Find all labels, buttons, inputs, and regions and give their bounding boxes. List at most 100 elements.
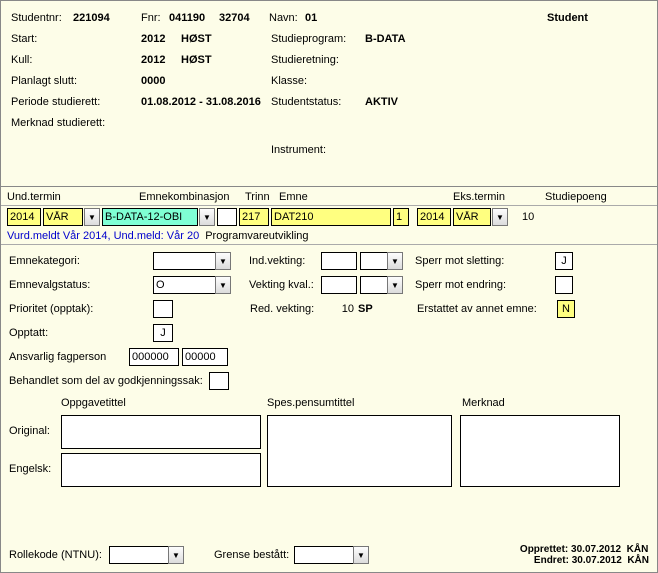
- periode-value: 01.08.2012 - 31.08.2016: [141, 96, 271, 108]
- erstattet-input[interactable]: [557, 300, 575, 318]
- col-emnekombinasjon: Emnekombinasjon: [139, 191, 245, 203]
- trinn-input[interactable]: [217, 208, 237, 226]
- fnr-label: Fnr:: [141, 12, 169, 24]
- fnr1-value: 041190: [169, 12, 219, 24]
- ver-input[interactable]: [393, 208, 409, 226]
- ind-vekting-label: Ind.vekting:: [249, 255, 321, 267]
- navn-label: Navn:: [269, 12, 305, 24]
- ansvarlig1-input[interactable]: [129, 348, 179, 366]
- grense-label: Grense bestått:: [214, 549, 294, 561]
- term2-dropdown-icon[interactable]: ▼: [492, 208, 508, 226]
- red-vekting-unit: SP: [358, 303, 405, 315]
- engelsk-label: Engelsk:: [9, 453, 61, 475]
- grense-dropdown-icon[interactable]: ▼: [353, 546, 369, 564]
- inst-input[interactable]: [239, 208, 269, 226]
- role-value: Student: [547, 12, 647, 24]
- studentstatus-label: Studentstatus:: [271, 96, 365, 108]
- meta-block: Opprettet: 30.07.2012 KÅN Endret: 30.07.…: [520, 544, 649, 566]
- behandlet-label: Behandlet som del av godkjenningssak:: [9, 375, 209, 387]
- emnekategori-label: Emnekategori:: [9, 255, 109, 267]
- studieretning-label: Studieretning:: [271, 54, 339, 66]
- spes-pensum-input[interactable]: [267, 415, 452, 487]
- oppgavetittel-original-input[interactable]: [61, 415, 261, 449]
- instrument-label: Instrument:: [271, 144, 326, 156]
- studieprogram-label: Studieprogram:: [271, 33, 365, 45]
- endret-label: Endret:: [520, 555, 569, 566]
- emne-input[interactable]: [271, 208, 391, 226]
- periode-label: Periode studierett:: [11, 96, 141, 108]
- status-text: Vurd.meldt Vår 2014, Und.meld: Vår 20: [1, 228, 205, 244]
- vekting-kval-unit-input[interactable]: [360, 276, 388, 294]
- detail-form: Emnekategori: ▼ Ind.vekting: ▼ Sperr mot…: [1, 245, 657, 493]
- kull-term: HØST: [181, 54, 271, 66]
- ind-vekting-dropdown-icon[interactable]: ▼: [387, 252, 403, 270]
- year2-input[interactable]: [417, 208, 451, 226]
- ansvarlig2-input[interactable]: [182, 348, 228, 366]
- erstattet-label: Erstattet av annet emne:: [417, 303, 557, 315]
- spes-pensum-label: Spes.pensumtittel: [267, 397, 462, 409]
- col-und-termin: Und.termin: [7, 191, 139, 203]
- navn-value: 01: [305, 12, 345, 24]
- sperr-endring-label: Sperr mot endring:: [415, 279, 555, 291]
- emnekategori-dropdown-icon[interactable]: ▼: [215, 252, 231, 270]
- behandlet-input[interactable]: [209, 372, 229, 390]
- grense-input[interactable]: [294, 546, 354, 564]
- col-emne: Emne: [279, 191, 453, 203]
- klasse-label: Klasse:: [271, 75, 307, 87]
- emnekategori-input[interactable]: [153, 252, 216, 270]
- studentnr-label: Studentnr:: [11, 12, 73, 24]
- col-studiepoeng: Studiepoeng: [545, 191, 607, 203]
- emnevalgstatus-label: Emnevalgstatus:: [9, 279, 109, 291]
- col-eks-termin: Eks.termin: [453, 191, 545, 203]
- oppgavetittel-engelsk-input[interactable]: [61, 453, 261, 487]
- col-trinn: Trinn: [245, 191, 279, 203]
- term2-input[interactable]: [453, 208, 491, 226]
- prioritet-input[interactable]: [153, 300, 173, 318]
- main-window: Studentnr: 221094 Fnr: 041190 32704 Navn…: [0, 0, 658, 573]
- ind-vekting-input[interactable]: [321, 252, 357, 270]
- rollekode-dropdown-icon[interactable]: ▼: [168, 546, 184, 564]
- kull-label: Kull:: [11, 54, 141, 66]
- term1-input[interactable]: [43, 208, 83, 226]
- planlagt-slutt-label: Planlagt slutt:: [11, 75, 141, 87]
- rollekode-input[interactable]: [109, 546, 169, 564]
- term1-dropdown-icon[interactable]: ▼: [84, 208, 100, 226]
- footer-row: Rollekode (NTNU): ▼ Grense bestått: ▼ Op…: [9, 544, 649, 566]
- sperr-sletting-input[interactable]: [555, 252, 573, 270]
- opprettet-by: KÅN: [627, 544, 649, 555]
- course-panel: Und.termin Emnekombinasjon Trinn Emne Ek…: [1, 187, 657, 570]
- student-info-panel: Studentnr: 221094 Fnr: 041190 32704 Navn…: [1, 1, 657, 187]
- red-vekting-value: 10: [322, 303, 358, 315]
- prioritet-label: Prioritet (opptak):: [9, 303, 109, 315]
- combo-dropdown-icon[interactable]: ▼: [199, 208, 215, 226]
- column-headers: Und.termin Emnekombinasjon Trinn Emne Ek…: [1, 187, 657, 206]
- sperr-endring-input[interactable]: [555, 276, 573, 294]
- opprettet-date: 30.07.2012: [571, 544, 621, 555]
- emnevalgstatus-dropdown-icon[interactable]: ▼: [215, 276, 231, 294]
- vekting-kval-label: Vekting kval.:: [249, 279, 321, 291]
- studentnr-value: 221094: [73, 12, 141, 24]
- combo-input[interactable]: [102, 208, 198, 226]
- merknad-form-label: Merknad: [462, 397, 505, 409]
- endret-by: KÅN: [627, 555, 649, 566]
- start-year: 2012: [141, 33, 181, 45]
- ind-vekting-unit-input[interactable]: [360, 252, 388, 270]
- start-term: HØST: [181, 33, 271, 45]
- opptatt-input[interactable]: [153, 324, 173, 342]
- studentstatus-value: AKTIV: [365, 96, 398, 108]
- sp-value: 10: [522, 211, 534, 223]
- rollekode-label: Rollekode (NTNU):: [9, 549, 109, 561]
- start-label: Start:: [11, 33, 141, 45]
- oppgavetittel-label: Oppgavetittel: [61, 397, 267, 409]
- vekting-kval-input[interactable]: [321, 276, 357, 294]
- studieprogram-value: B-DATA: [365, 33, 406, 45]
- vekting-kval-dropdown-icon[interactable]: ▼: [387, 276, 403, 294]
- year1-input[interactable]: [7, 208, 41, 226]
- merknad-studierett-label: Merknad studierett:: [11, 117, 105, 129]
- opptatt-label: Opptatt:: [9, 327, 109, 339]
- emnevalgstatus-input[interactable]: [153, 276, 216, 294]
- fnr2-value: 32704: [219, 12, 269, 24]
- original-label: Original:: [9, 415, 61, 437]
- kull-year: 2012: [141, 54, 181, 66]
- merknad-input[interactable]: [460, 415, 620, 487]
